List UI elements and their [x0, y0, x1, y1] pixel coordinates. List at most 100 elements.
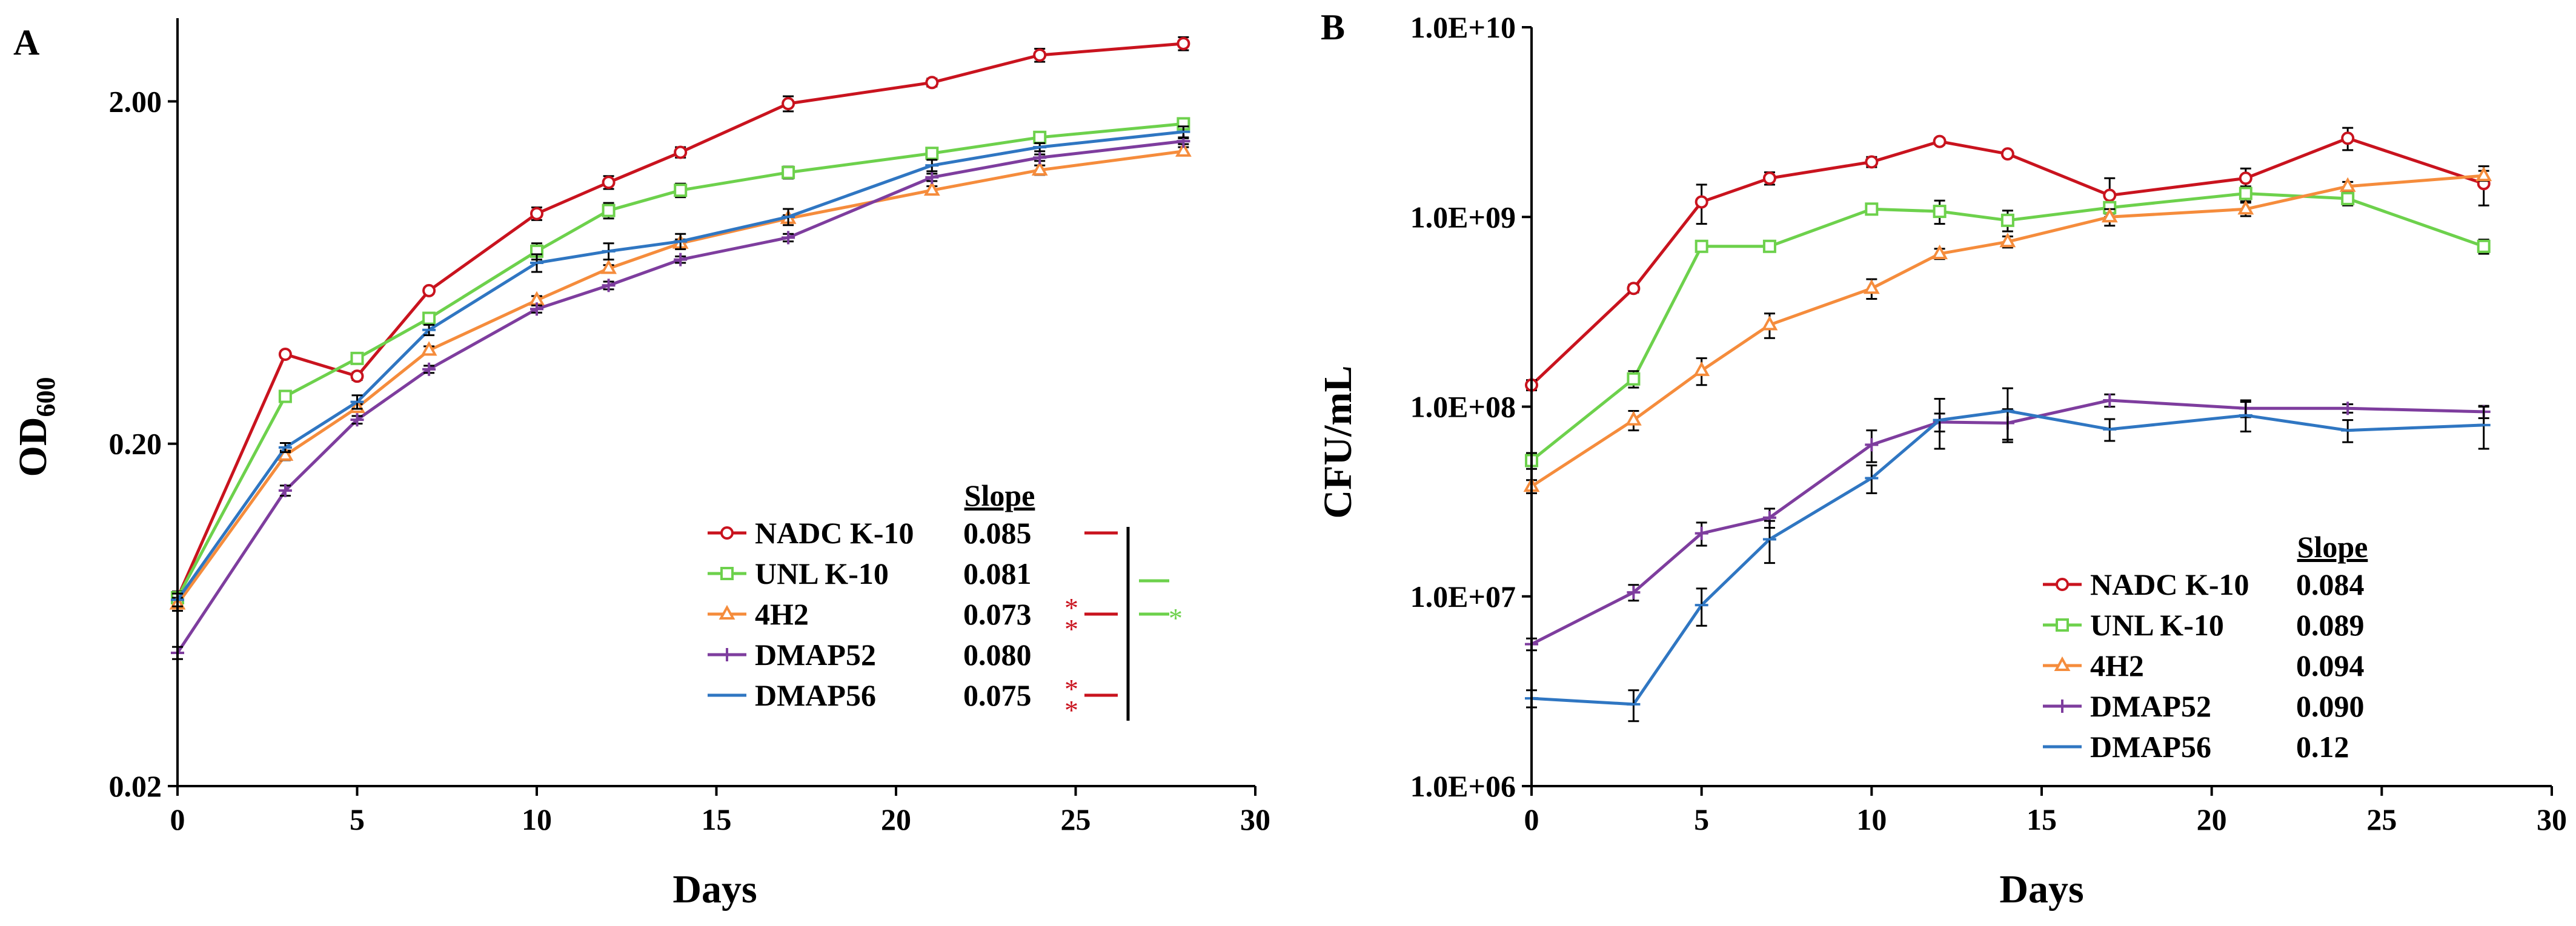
- panel-a-x-tick-label: 10: [522, 802, 552, 836]
- panel-a-label: A: [13, 22, 39, 62]
- panel-a-series-dmap56: [171, 125, 1190, 607]
- panel-a-y-axis-label: OD600: [11, 377, 61, 477]
- panel-b-data-point-unl-k-10: [1933, 205, 1947, 219]
- panel-a-data-point-4h2: [1031, 160, 1048, 176]
- panel-a-data-point-dmap52: [530, 302, 543, 316]
- panel-b-error-bar: [1934, 398, 1945, 450]
- panel-a-data-point-dmap52: [925, 170, 939, 184]
- panel-a-legend-slope-4h2: 0.073: [963, 597, 1032, 631]
- panel-a-od600-chart: A 0 5 10 15 20 25 30 0.02 0.20 2.00 Days OD600 Sl…: [11, 18, 1270, 911]
- panel-a-significance-asterisk: *: [1064, 592, 1078, 623]
- panel-a-data-point-unl-k-10: [350, 351, 364, 365]
- panel-b-data-point-unl-k-10: [2341, 191, 2355, 205]
- panel-b-legend-title: Slope: [2297, 530, 2368, 564]
- panel-a-legend-marker-4h2: [719, 604, 735, 620]
- panel-b-data-point-4h2: [1761, 316, 1778, 331]
- panel-a-legend-slope-dmap52: 0.080: [963, 638, 1032, 672]
- panel-a-legend-label-4h2: 4H2: [755, 597, 809, 631]
- panel-a-y-axis-label-main: OD: [11, 417, 55, 477]
- panel-b-legend-label-dmap52: DMAP52: [2090, 689, 2211, 723]
- panel-a-data-point-unl-k-10: [602, 203, 616, 217]
- panel-a-legend-slope-unl-k-10: 0.081: [963, 557, 1032, 590]
- panel-b-cfu-chart: B 0 5 10 15 20 25 30 1.0E+06 1.0E+07 1.0E+08 1.0E+…: [1316, 7, 2567, 911]
- panel-a-legend-label-dmap52: DMAP52: [755, 638, 876, 672]
- panel-a-data-point-dmap52: [782, 231, 795, 245]
- panel-b-data-point-nadc-k-10: [1865, 155, 1879, 169]
- panel-b-data-point-dmap52: [1627, 586, 1641, 600]
- panel-a-series-line-4h2: [176, 150, 1184, 606]
- panel-a-x-tick-label: 25: [1061, 802, 1091, 836]
- panel-a-data-point-dmap52: [674, 253, 688, 266]
- panel-b-data-point-unl-k-10: [2000, 213, 2014, 227]
- panel-a-data-point-unl-k-10: [422, 311, 436, 325]
- panel-b-legend-marker-dmap52: [2056, 699, 2069, 713]
- panel-b-data-point-4h2: [2475, 167, 2492, 182]
- panel-b-label: B: [1321, 7, 1345, 47]
- panel-b-x-tick-label: 0: [1524, 802, 1539, 836]
- panel-a-legend-slope-dmap56: 0.075: [963, 678, 1032, 712]
- panel-b-legend-label-4h2: 4H2: [2090, 649, 2144, 683]
- panel-b-data-point-4h2: [2237, 200, 2254, 215]
- panel-a-series-4h2: [169, 142, 1192, 612]
- panel-a-data-point-unl-k-10: [782, 165, 795, 179]
- panel-b-y-tick-label: 1.0E+09: [1410, 200, 1516, 234]
- panel-b-x-tick-label: 30: [2537, 802, 2567, 836]
- panel-b-legend-slope-dmap52: 0.090: [2296, 689, 2365, 723]
- panel-a-data-point-nadc-k-10: [674, 145, 688, 159]
- panel-b-data-point-unl-k-10: [2477, 239, 2491, 253]
- panel-a-x-tick-label: 5: [350, 802, 365, 836]
- panel-a-series-dmap52: [171, 134, 1190, 660]
- panel-b-data-point-nadc-k-10: [1695, 195, 1708, 209]
- panel-b-legend-label-unl-k-10: UNL K-10: [2090, 608, 2224, 642]
- panel-b-data-point-nadc-k-10: [2000, 147, 2014, 161]
- panel-b-x-tick-label: 25: [2366, 802, 2397, 836]
- panel-b-data-point-nadc-k-10: [1762, 171, 1776, 185]
- panel-b-data-point-4h2: [1625, 411, 1642, 426]
- panel-b-error-bar: [2002, 387, 2013, 443]
- panel-a-y-tick-label: 0.20: [109, 427, 162, 461]
- panel-b-data-point-4h2: [2339, 177, 2356, 192]
- panel-a-legend-marker-dmap52: [720, 648, 734, 661]
- panel-a-data-point-nadc-k-10: [1177, 36, 1190, 50]
- panel-a-x-tick-label: 20: [881, 802, 911, 836]
- panel-b-error-bar: [2478, 406, 2489, 450]
- panel-b-data-point-unl-k-10: [1762, 239, 1776, 253]
- panel-a-significance-asterisk: *: [1064, 613, 1078, 644]
- panel-a-data-point-nadc-k-10: [925, 76, 939, 90]
- panel-a-y-tick-label: 2.00: [109, 84, 162, 118]
- panel-b-data-point-nadc-k-10: [2103, 188, 2117, 202]
- panel-b-data-point-dmap52: [2103, 394, 2117, 408]
- panel-b-legend-marker-4h2: [2054, 656, 2071, 671]
- panel-b-data-point-4h2: [2101, 208, 2118, 223]
- panel-a-series-unl-k-10: [171, 117, 1190, 606]
- panel-a-legend-marker-nadc-k-10: [720, 526, 734, 540]
- panel-a-x-tick-label: 30: [1240, 802, 1270, 836]
- panel-a-data-point-dmap52: [602, 279, 616, 293]
- panel-b-data-point-dmap52: [1865, 438, 1879, 452]
- panel-a-significance-markers: ** ***: [1064, 527, 1183, 726]
- panel-b-x-tick-label: 15: [2027, 802, 2057, 836]
- panel-b-data-point-nadc-k-10: [1627, 282, 1641, 296]
- panel-b-error-bar: [1696, 587, 1707, 627]
- panel-b-data-point-dmap52: [2341, 402, 2355, 415]
- panel-b-y-tick-label: 1.0E+08: [1410, 390, 1516, 424]
- panel-a-data-point-4h2: [923, 181, 940, 196]
- panel-b-error-bar: [1628, 689, 1639, 723]
- panel-a-series-nadc-k-10: [171, 36, 1190, 606]
- panel-a-data-point-nadc-k-10: [530, 207, 543, 220]
- panel-b-series-4h2: [1523, 167, 2492, 494]
- panel-b-legend-slope-nadc-k-10: 0.084: [2296, 567, 2365, 601]
- panel-a-significance-asterisk: *: [1064, 695, 1078, 726]
- panel-b-legend-marker-nadc-k-10: [2056, 578, 2069, 591]
- panel-b-legend-slope-4h2: 0.094: [2296, 649, 2365, 683]
- panel-a-data-point-4h2: [1175, 142, 1192, 157]
- panel-a-data-point-dmap52: [278, 483, 292, 497]
- panel-a-data-point-nadc-k-10: [350, 369, 364, 383]
- panel-a-data-point-unl-k-10: [925, 147, 939, 160]
- panel-a-legend-title: Slope: [964, 478, 1035, 512]
- panel-b-y-axis-label: CFU/mL: [1316, 366, 1360, 519]
- panel-b-legend-marker-unl-k-10: [2056, 618, 2069, 632]
- panel-a-series-line-dmap52: [176, 139, 1184, 654]
- panel-a-data-point-nadc-k-10: [1033, 48, 1047, 62]
